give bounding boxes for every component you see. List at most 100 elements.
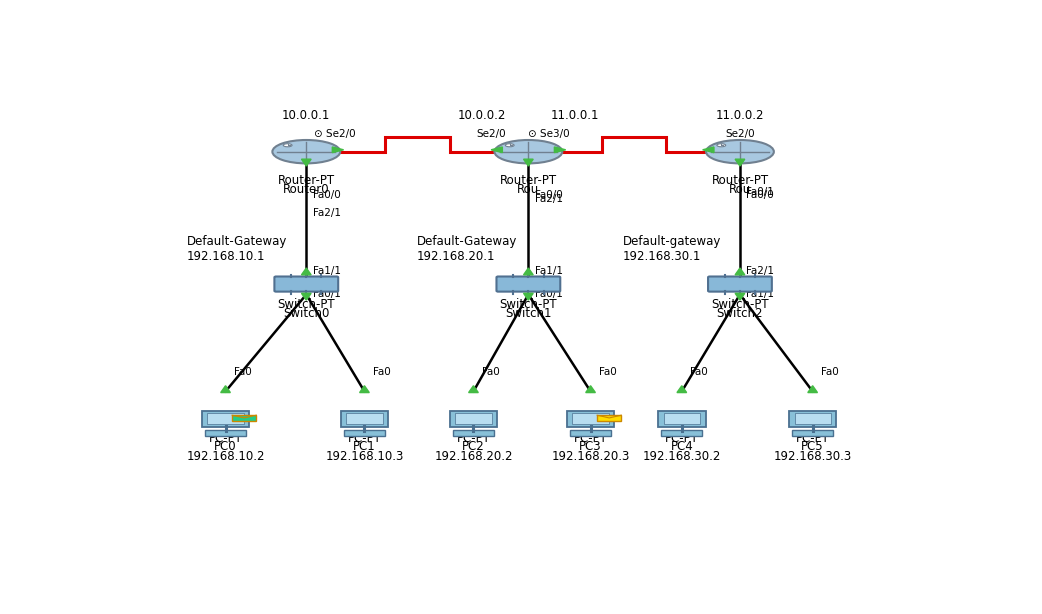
FancyBboxPatch shape [792,430,834,436]
Text: Fa0/1: Fa0/1 [746,187,774,197]
FancyBboxPatch shape [346,413,382,424]
Ellipse shape [495,140,563,163]
Polygon shape [523,159,534,166]
Polygon shape [808,386,818,392]
Ellipse shape [283,144,292,147]
Polygon shape [677,386,687,392]
FancyBboxPatch shape [232,415,256,421]
FancyBboxPatch shape [789,411,837,427]
Text: 192.168.20.2: 192.168.20.2 [435,451,513,464]
Text: Fa0: Fa0 [233,367,251,376]
Polygon shape [301,268,312,275]
Text: PC-PT: PC-PT [208,432,243,445]
FancyBboxPatch shape [207,413,244,424]
Text: Switch0: Switch0 [283,307,329,320]
FancyBboxPatch shape [570,430,611,436]
Text: Fa0/0: Fa0/0 [746,190,774,200]
Polygon shape [735,293,745,300]
FancyBboxPatch shape [455,413,492,424]
Text: PC4: PC4 [670,440,693,453]
Text: Default-gateway
192.168.30.1: Default-gateway 192.168.30.1 [623,235,721,263]
Text: Rou: Rou [517,183,540,196]
Text: PC2: PC2 [462,440,485,453]
FancyBboxPatch shape [662,430,702,436]
Polygon shape [586,386,595,392]
Text: 11.0.0.2: 11.0.0.2 [716,109,764,122]
Text: Fa1/1: Fa1/1 [746,289,774,299]
FancyBboxPatch shape [572,413,609,424]
Text: PC-PT: PC-PT [456,432,491,445]
Polygon shape [735,268,745,275]
Text: 192.168.10.3: 192.168.10.3 [325,451,403,464]
Polygon shape [554,147,566,153]
Text: Fa1/1: Fa1/1 [313,266,341,276]
Text: PC3: PC3 [579,440,602,453]
Polygon shape [359,386,369,392]
Text: Switch-PT: Switch-PT [711,298,769,311]
Text: 11.0.0.1: 11.0.0.1 [551,109,599,122]
Polygon shape [301,159,312,166]
FancyBboxPatch shape [567,411,615,427]
FancyBboxPatch shape [341,411,389,427]
Text: Fa0/1: Fa0/1 [313,289,341,299]
Text: PC1: PC1 [353,440,376,453]
Polygon shape [523,293,534,300]
Polygon shape [702,147,714,153]
Text: Fa0/0: Fa0/0 [535,190,563,200]
FancyBboxPatch shape [496,276,561,292]
Text: 10.0.0.1: 10.0.0.1 [282,109,330,122]
Text: Default-Gateway
192.168.20.1: Default-Gateway 192.168.20.1 [417,235,517,263]
Text: PC-PT: PC-PT [347,432,381,445]
Polygon shape [735,159,745,166]
Text: Se2/0: Se2/0 [476,129,505,139]
Text: Fa0: Fa0 [481,367,499,376]
Ellipse shape [706,140,774,163]
Text: ⊙ Se3/0: ⊙ Se3/0 [528,129,570,139]
Polygon shape [491,147,502,153]
Text: Se2/0: Se2/0 [725,129,755,139]
Text: PC-PT: PC-PT [796,432,829,445]
FancyBboxPatch shape [344,430,384,436]
Text: Switch-PT: Switch-PT [499,298,557,311]
Text: Fa0: Fa0 [821,367,839,376]
Polygon shape [332,147,344,153]
Text: Fa0: Fa0 [373,367,391,376]
Text: Fa0: Fa0 [598,367,617,376]
Text: PC-PT: PC-PT [665,432,699,445]
Text: 10.0.0.2: 10.0.0.2 [457,109,505,122]
Text: Fa2/1: Fa2/1 [535,194,563,204]
Ellipse shape [505,144,514,147]
Polygon shape [469,386,478,392]
Text: Switch-PT: Switch-PT [277,298,336,311]
FancyBboxPatch shape [597,415,621,421]
Text: Fa0/0: Fa0/0 [313,190,341,200]
FancyBboxPatch shape [274,276,339,292]
Text: Fa1/1: Fa1/1 [535,266,563,276]
Text: 192.168.30.3: 192.168.30.3 [773,451,851,464]
FancyBboxPatch shape [664,413,700,424]
Ellipse shape [717,144,725,147]
Text: Rou: Rou [728,183,751,196]
Text: Switch1: Switch1 [505,307,551,320]
Text: Fa0/1: Fa0/1 [535,289,563,299]
Text: PC5: PC5 [801,440,824,453]
Polygon shape [301,293,312,300]
Text: Router-PT: Router-PT [500,174,556,187]
Text: PC0: PC0 [215,440,237,453]
Text: 192.168.20.3: 192.168.20.3 [551,451,629,464]
Text: Fa2/1: Fa2/1 [313,208,341,218]
Polygon shape [221,386,230,392]
Text: 192.168.10.2: 192.168.10.2 [187,451,265,464]
Text: PC-PT: PC-PT [573,432,607,445]
FancyBboxPatch shape [794,413,830,424]
FancyBboxPatch shape [658,411,705,427]
Ellipse shape [272,140,340,163]
Text: Fa0: Fa0 [690,367,708,376]
FancyBboxPatch shape [205,430,246,436]
Text: Fa2/1: Fa2/1 [746,266,774,276]
Text: 192.168.30.2: 192.168.30.2 [643,451,721,464]
Text: Default-Gateway
192.168.10.1: Default-Gateway 192.168.10.1 [187,235,288,263]
FancyBboxPatch shape [453,430,494,436]
Text: ⊙ Se2/0: ⊙ Se2/0 [315,129,356,139]
Polygon shape [523,268,534,275]
